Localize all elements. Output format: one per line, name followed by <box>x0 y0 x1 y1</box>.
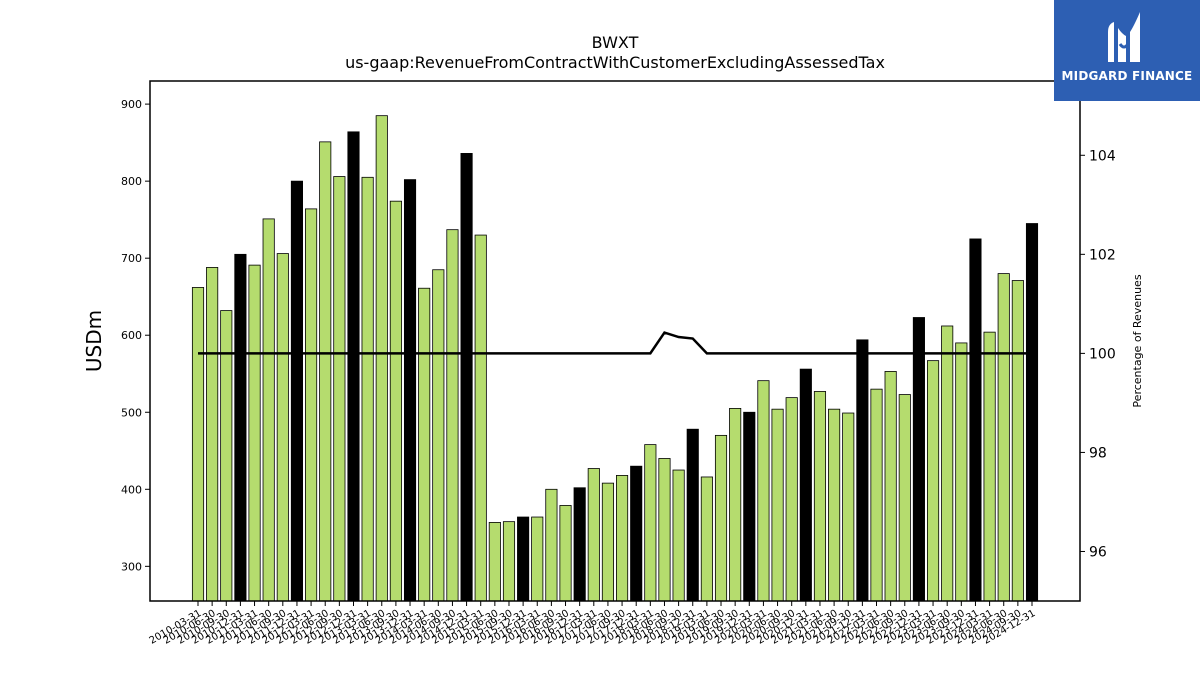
bar-quarter <box>616 475 629 602</box>
bar-quarter <box>813 391 827 602</box>
plot-frame <box>149 80 1081 602</box>
y2-axis-label: Percentage of Revenues <box>1131 274 1144 407</box>
bar-quarter <box>757 380 770 602</box>
bar-quarter <box>842 412 855 602</box>
bar-annual <box>460 153 473 602</box>
bar-quarter <box>305 208 318 602</box>
bar-quarter <box>361 176 374 602</box>
y2-tick-label: 96 <box>1089 544 1107 560</box>
y-tick-label: 500 <box>121 406 142 419</box>
bar-annual <box>686 428 699 602</box>
y-tick-label: 300 <box>121 560 142 573</box>
bar-quarter <box>248 264 261 602</box>
y2-tick-label: 98 <box>1089 445 1107 461</box>
y-tick-label: 800 <box>121 175 142 188</box>
bar-annual <box>573 487 586 602</box>
bar-annual <box>856 339 869 602</box>
bar-quarter <box>276 253 289 602</box>
bar-annual <box>799 368 812 602</box>
bar-quarter <box>997 273 1010 602</box>
bar-quarter <box>927 360 940 602</box>
bar-quarter <box>828 408 841 602</box>
midgard-finance-logo: MIDGARD FINANCE <box>1054 0 1200 101</box>
bar-annual <box>517 516 530 602</box>
bar-annual <box>630 465 643 602</box>
y-tick-label: 400 <box>121 483 142 496</box>
bar-quarter <box>870 388 883 602</box>
bar-quarter <box>559 505 572 602</box>
bar-quarter <box>1011 280 1024 602</box>
bar-annual <box>912 317 925 602</box>
logo-text: MIDGARD FINANCE <box>1061 69 1193 83</box>
bar-quarter <box>191 287 205 602</box>
bar-quarter <box>941 325 954 602</box>
y-tick-label: 700 <box>121 252 142 265</box>
bar-quarter <box>601 482 614 602</box>
bar-quarter <box>446 229 459 602</box>
bar-quarter <box>884 371 897 602</box>
bar-quarter <box>658 458 671 602</box>
bar-quarter <box>531 516 544 602</box>
bar-quarter <box>700 476 713 602</box>
bar-quarter <box>644 444 657 602</box>
bar-quarter <box>474 234 487 602</box>
bar-quarter <box>545 488 558 602</box>
bar-quarter <box>898 394 911 602</box>
bar-annual <box>347 131 360 602</box>
bar-quarter <box>333 176 346 602</box>
y-axis-label: USDm <box>82 310 106 372</box>
bar-quarter <box>955 342 968 602</box>
bars-group <box>191 115 1039 602</box>
chart-title: BWXT <box>592 33 639 52</box>
x-axis: 2010-03-312010-06-302010-09-302010-12-31… <box>148 601 1038 647</box>
bar-quarter <box>983 331 996 602</box>
bar-annual <box>403 179 417 602</box>
y2-tick-label: 104 <box>1089 148 1116 164</box>
bar-quarter <box>206 267 219 602</box>
bar-quarter <box>319 141 332 602</box>
y-tick-label: 600 <box>121 329 142 342</box>
y2-tick-label: 102 <box>1089 247 1116 263</box>
left-axis: 300 400 500 600 700 800 900 <box>121 98 150 573</box>
logo-m-icon <box>1108 12 1140 62</box>
bar-quarter <box>375 115 388 602</box>
y-tick-label: 900 <box>121 98 142 111</box>
bar-annual <box>1025 223 1039 602</box>
bar-annual <box>234 253 247 602</box>
bar-quarter <box>785 397 798 602</box>
bar-quarter <box>418 287 431 602</box>
bar-quarter <box>729 408 742 602</box>
percentage-line <box>198 331 1032 355</box>
bar-quarter <box>488 522 501 602</box>
bar-annual <box>969 238 982 602</box>
bar-quarter <box>714 434 728 602</box>
bar-quarter <box>432 269 445 602</box>
bar-quarter <box>502 521 516 602</box>
bar-quarter <box>262 218 275 602</box>
bar-annual <box>743 411 756 602</box>
bar-quarter <box>587 468 600 602</box>
bar-quarter <box>389 200 402 602</box>
bar-quarter <box>771 408 784 602</box>
bar-annual <box>290 180 304 602</box>
y2-tick-label: 100 <box>1089 346 1116 362</box>
bar-quarter <box>672 469 685 602</box>
right-axis: 96 98 100 102 104 <box>1080 148 1116 560</box>
chart-subtitle: us-gaap:RevenueFromContractWithCustomerE… <box>345 53 885 72</box>
